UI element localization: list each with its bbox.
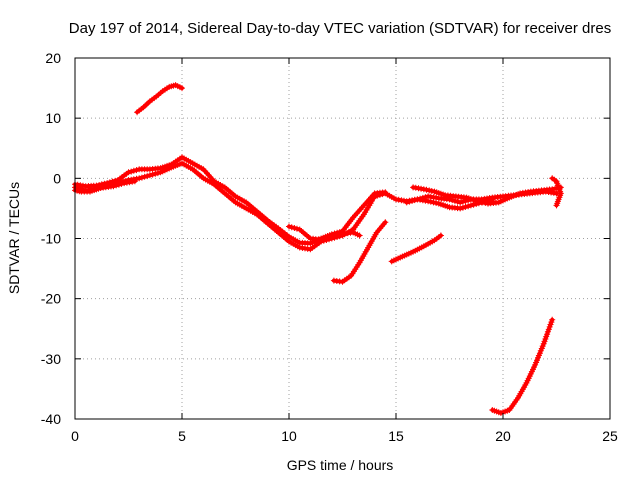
x-tick-label: 15: [388, 428, 404, 444]
markers-arc-mid-left: [286, 223, 363, 243]
x-axis-label: GPS time / hours: [287, 457, 394, 473]
x-tick-label: 25: [602, 428, 618, 444]
markers-arc-lower-mid: [330, 219, 389, 285]
y-tick-label: 0: [53, 170, 61, 186]
series-arc-bottom: [490, 317, 555, 415]
markers-arc-upper: [134, 82, 185, 116]
markers-arc-lower-right: [388, 232, 444, 265]
y-axis-label: SDTVAR / TECUs: [6, 182, 22, 294]
y-tick-label: -20: [41, 291, 61, 307]
x-tick-label: 5: [178, 428, 186, 444]
axis-ticks: 0 5 10 15 20 25 -40 -30 -20 -10 0 10 20: [41, 50, 618, 444]
markers-arc-right-edge: [549, 175, 564, 209]
y-tick-label: 20: [45, 50, 61, 66]
y-tick-label: -30: [41, 351, 61, 367]
y-tick-label: 10: [45, 110, 61, 126]
chart-title: Day 197 of 2014, Sidereal Day-to-day VTE…: [69, 20, 611, 37]
y-tick-label: -10: [41, 231, 61, 247]
grid-lines: [75, 58, 610, 419]
y-tick-label: -40: [41, 411, 61, 427]
x-tick-label: 20: [495, 428, 511, 444]
markers-arc-right-lower: [403, 196, 496, 212]
markers-arc-bottom: [489, 316, 556, 416]
data-series: [72, 82, 564, 416]
markers-arc-right-mid: [410, 184, 564, 207]
x-tick-label: 0: [71, 428, 79, 444]
x-tick-label: 10: [281, 428, 297, 444]
